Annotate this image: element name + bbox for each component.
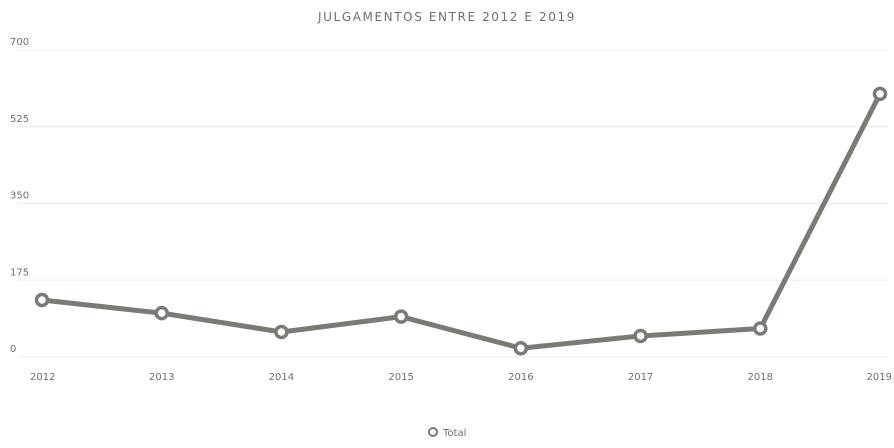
- x-tick-label: 2015: [388, 372, 413, 383]
- x-tick-label: 2018: [748, 372, 773, 383]
- chart-title: JULGAMENTOS ENTRE 2012 E 2019: [318, 10, 576, 24]
- x-tick-label: 2017: [628, 372, 653, 383]
- legend-label: Total: [442, 428, 466, 439]
- legend-marker-icon: [428, 427, 438, 437]
- series-line-total: [39, 91, 883, 351]
- data-point[interactable]: [154, 305, 169, 321]
- y-tick-label: 700: [10, 37, 29, 48]
- y-tick-label: 525: [10, 114, 29, 125]
- data-point[interactable]: [633, 328, 648, 344]
- x-tick-label: 2019: [867, 372, 892, 383]
- x-tick-label: 2013: [149, 372, 174, 383]
- data-point[interactable]: [513, 340, 529, 356]
- x-tick-label: 2012: [30, 372, 55, 383]
- y-tick-label: 175: [10, 267, 29, 278]
- x-tick-label: 2016: [508, 372, 533, 383]
- data-point[interactable]: [34, 292, 50, 308]
- data-point[interactable]: [393, 309, 409, 324]
- y-tick-label: 350: [10, 191, 29, 202]
- data-point[interactable]: [872, 86, 888, 102]
- y-tick-label: 0: [10, 344, 16, 355]
- data-point[interactable]: [753, 321, 768, 336]
- data-point[interactable]: [274, 324, 289, 340]
- legend-item[interactable]: Total: [428, 427, 466, 439]
- x-tick-label: 2014: [269, 372, 294, 383]
